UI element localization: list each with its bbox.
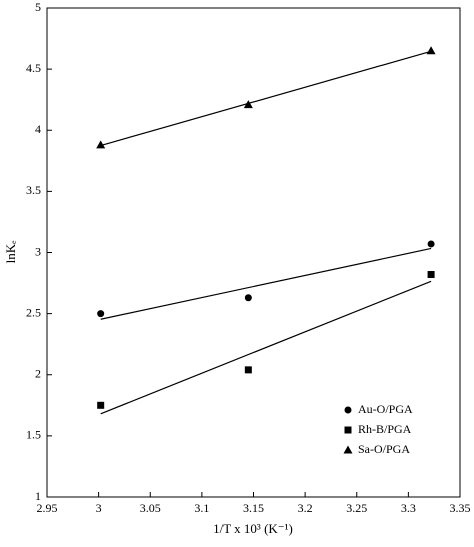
- y-tick-label: 1: [35, 489, 41, 503]
- x-tick-label: 2.95: [37, 501, 58, 515]
- y-tick-label: 2: [35, 367, 41, 381]
- legend-label: Rh-B/PGA: [358, 422, 412, 436]
- y-tick-label: 2.5: [26, 305, 41, 319]
- x-tick-label: 3.2: [298, 501, 313, 515]
- x-tick-label: 3: [96, 501, 102, 515]
- x-tick-label: 3.35: [450, 501, 471, 515]
- x-tick-label: 3.25: [346, 501, 367, 515]
- point: [244, 294, 252, 302]
- y-tick-label: 5: [35, 0, 41, 14]
- point: [243, 100, 253, 109]
- legend-label: Au-O/PGA: [358, 402, 413, 416]
- point: [427, 271, 435, 279]
- y-axis-label: lnKₑ: [3, 240, 18, 264]
- point: [97, 401, 105, 409]
- x-tick-label: 3.15: [243, 501, 264, 515]
- y-tick-label: 4: [35, 122, 41, 136]
- x-tick-label: 3.05: [140, 501, 161, 515]
- point: [96, 140, 106, 149]
- legend-label: Sa-O/PGA: [358, 442, 410, 456]
- legend-marker: [343, 445, 353, 454]
- trend-line: [100, 50, 432, 147]
- point: [97, 310, 105, 318]
- x-tick-label: 3.1: [194, 501, 209, 515]
- legend-marker: [344, 406, 352, 414]
- x-axis-label: 1/T x 10³ (K⁻¹): [213, 521, 293, 536]
- y-tick-label: 3: [35, 244, 41, 258]
- x-tick-label: 3.3: [401, 501, 416, 515]
- y-tick-label: 4.5: [26, 61, 41, 75]
- trend-line: [100, 247, 432, 320]
- point: [427, 240, 435, 248]
- point: [244, 366, 252, 374]
- y-tick-label: 3.5: [26, 183, 41, 197]
- y-tick-label: 1.5: [26, 428, 41, 442]
- trend-line: [100, 280, 432, 415]
- legend-marker: [344, 426, 352, 434]
- point: [426, 46, 436, 55]
